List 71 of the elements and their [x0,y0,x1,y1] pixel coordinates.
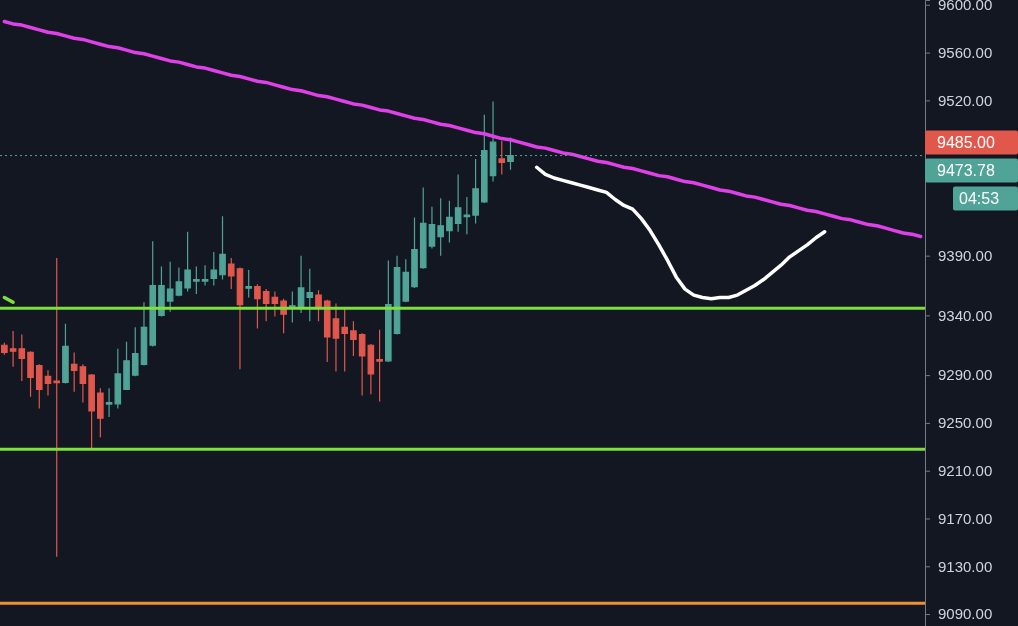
candlestick [27,350,34,398]
candlestick [446,200,453,244]
candlestick [62,323,69,385]
y-tick-label: 9210.00 [938,461,993,479]
y-tick-label: 9130.00 [938,557,993,575]
candlestick [193,265,200,295]
candlestick [297,255,305,314]
candlestick [498,140,506,176]
candlestick [454,173,462,233]
candlestick [437,197,444,257]
text: 9485.00 [937,133,995,151]
candlestick [402,258,410,303]
candlestick [472,158,479,224]
candlestick [350,320,357,357]
candlestick [219,215,226,281]
candlestick [411,216,418,289]
candlestick [210,251,218,287]
candlestick [97,387,104,438]
candlestick [140,301,148,367]
candlestick [262,288,270,322]
candlestick [9,330,17,368]
text: 04:53 [959,189,1000,207]
candlestick [18,333,26,382]
candlestick [428,206,436,250]
candlestick [201,264,209,287]
candlestick [70,351,78,393]
candlestick [341,307,348,373]
y-tick-label: 9390.00 [938,246,993,264]
y-tick-label: 9170.00 [938,509,993,527]
candlestick [175,267,183,297]
candlestick [114,348,122,410]
candlestick [166,261,174,313]
candlestick [463,196,471,235]
candlestick [254,283,261,330]
candlestick [393,255,401,336]
candlestick [332,302,340,373]
candlestick [53,257,61,558]
candlestick [236,267,244,370]
y-tick-label: 9250.00 [938,414,993,432]
candlestick [149,240,157,348]
candlestick [131,326,139,377]
candlestick [123,341,130,391]
candlestick [105,387,113,418]
line-series [2,19,923,239]
candlestick [358,332,366,397]
candlestick [1,342,8,356]
candlestick [158,265,165,318]
candlestick [367,343,375,395]
candlestick [88,373,95,450]
line-series [534,165,827,301]
candlestick [315,289,322,322]
candlestick [376,329,383,402]
y-tick-label: 9560.00 [938,43,993,61]
y-tick-label: 9520.00 [938,91,993,109]
candlestick [44,369,52,397]
candlestick [35,363,43,410]
candlestick [385,259,392,363]
candlestick [79,363,87,404]
candlestick [184,231,191,293]
y-tick-label: 9290.00 [938,366,993,384]
candlestick [306,268,314,322]
candlestick [289,290,296,324]
y-tick-label: 9090.00 [938,605,993,623]
ref-line-label: 9473.78 [937,161,995,179]
candlestick [227,257,235,290]
candlestick [419,186,427,270]
candlestick [271,290,279,318]
y-tick-label: 9600.00 [938,0,993,14]
candlestick [323,299,331,363]
candlestick [245,269,253,299]
y-tick-label: 9340.00 [938,306,993,324]
